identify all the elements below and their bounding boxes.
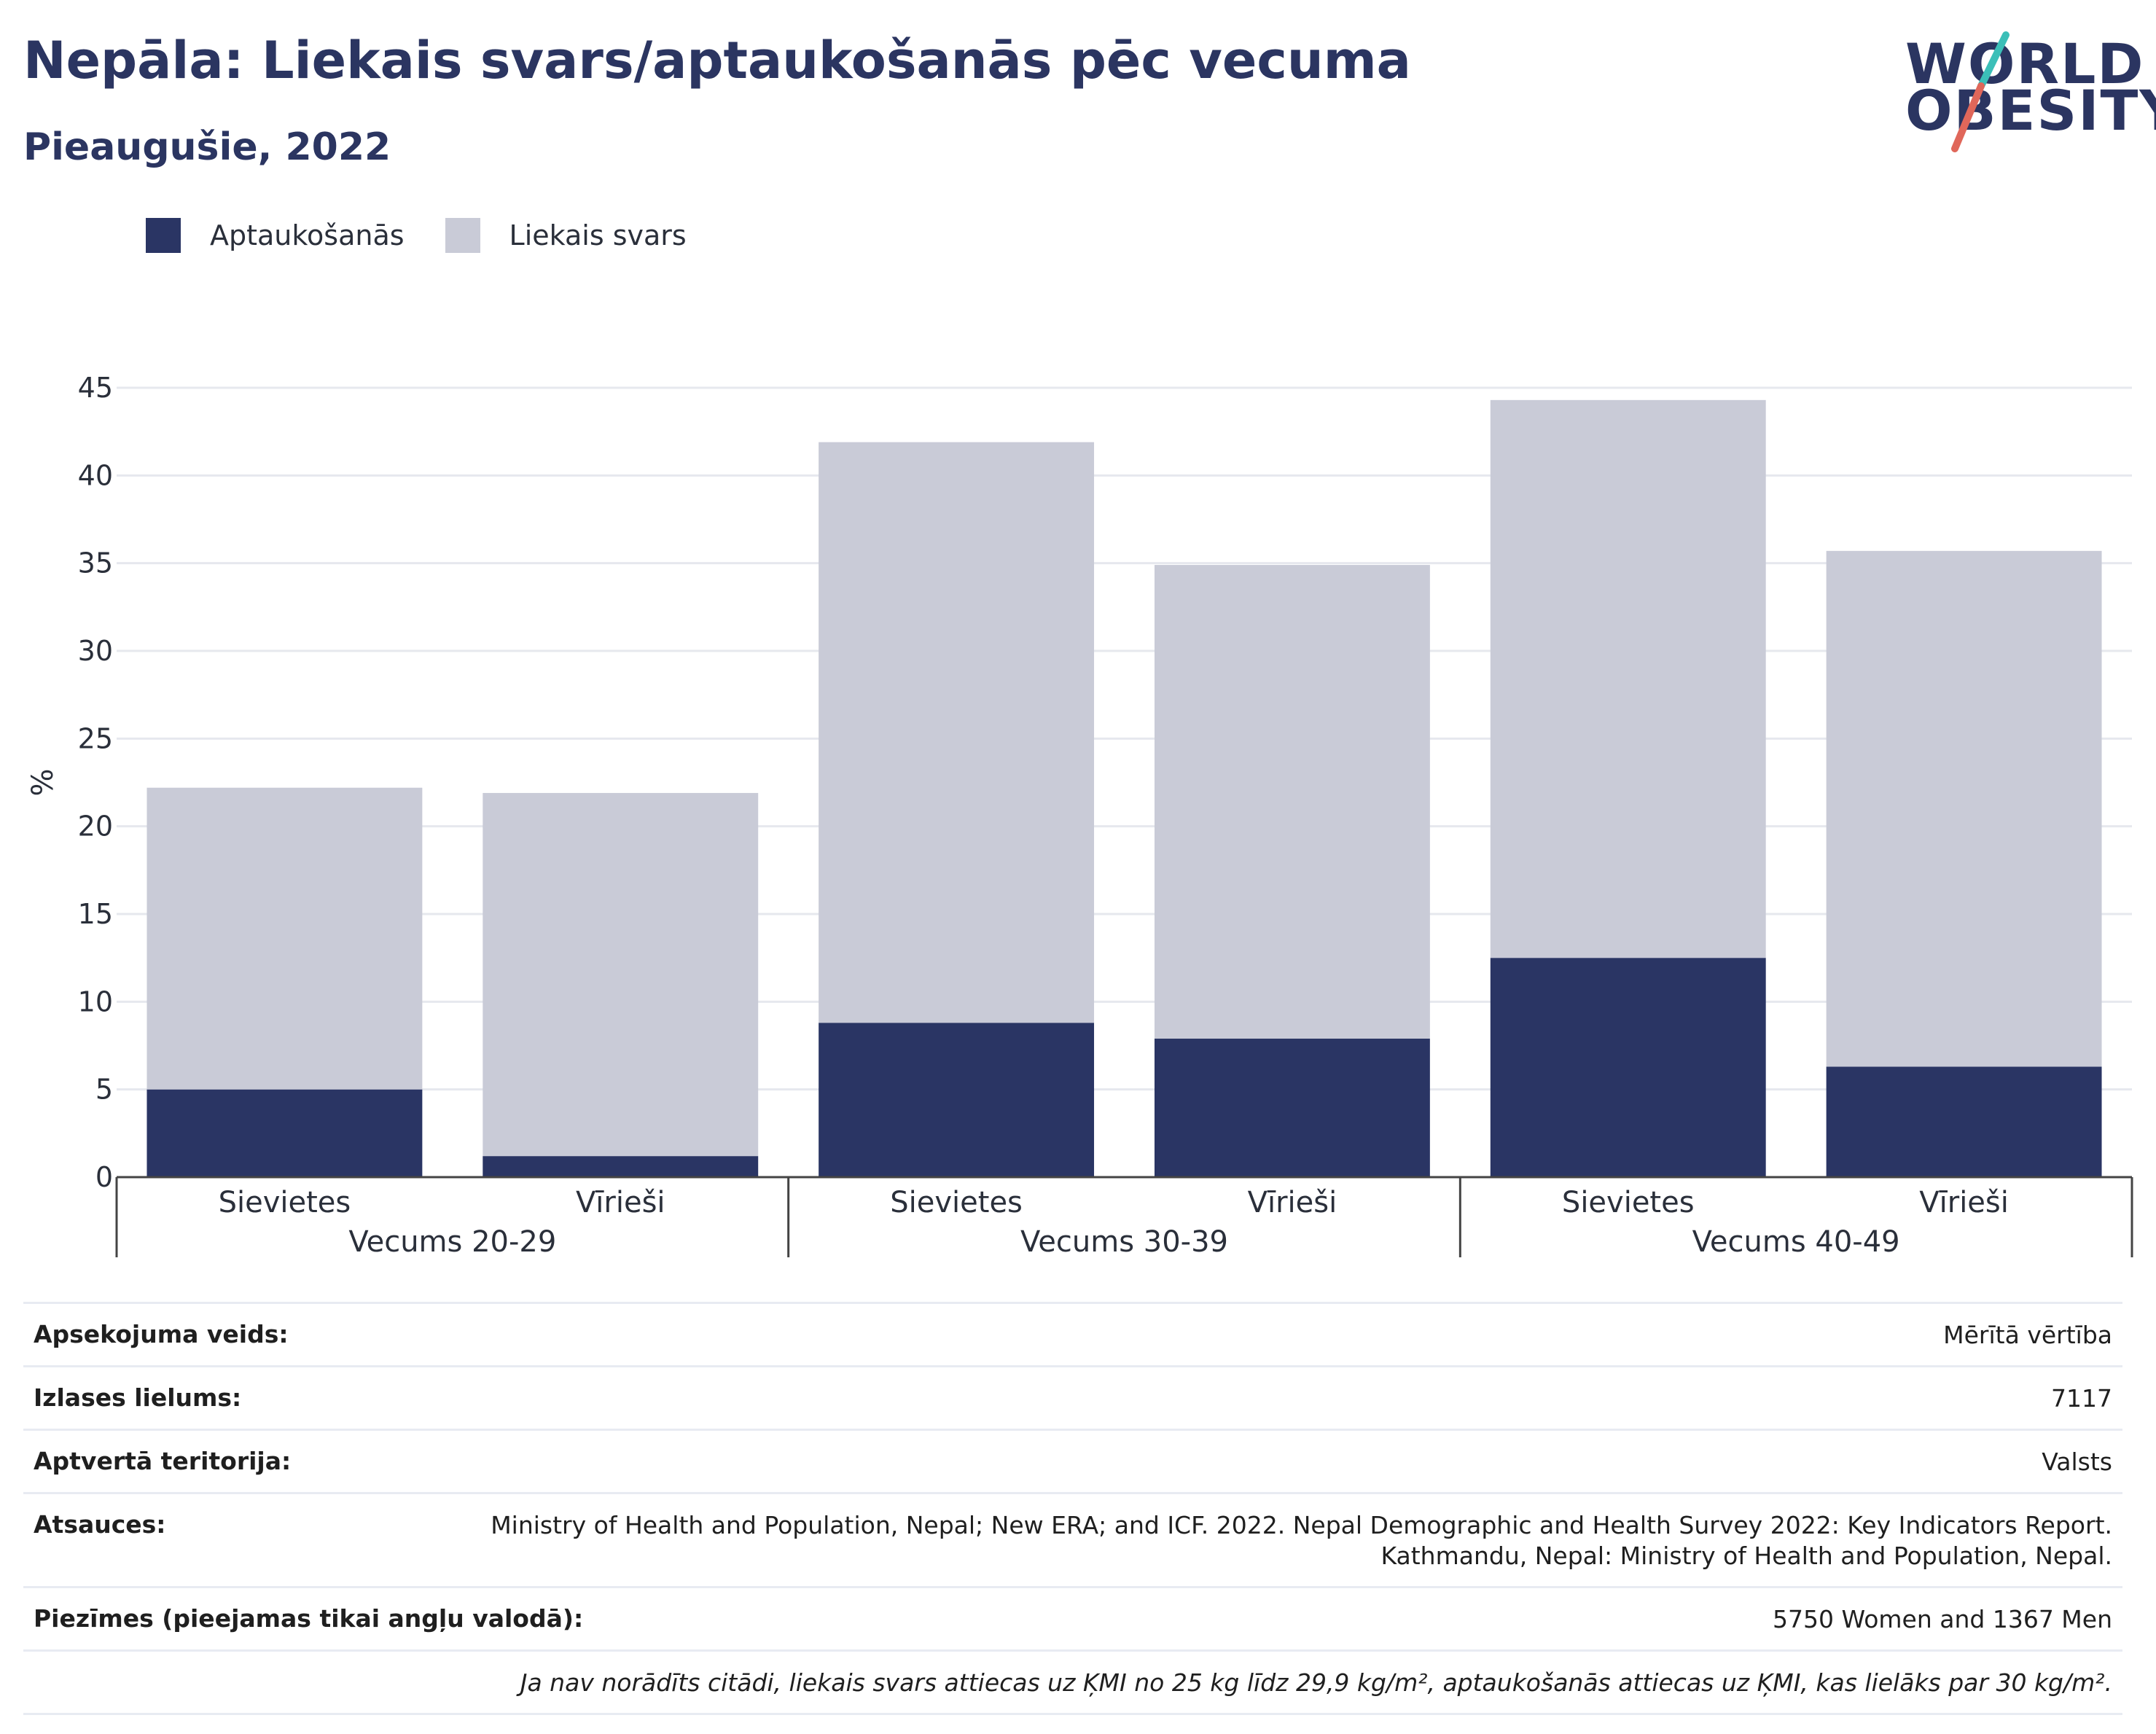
info-value: Mērītā vērtība — [1943, 1321, 2112, 1349]
info-key: Atsauces: — [34, 1510, 166, 1539]
y-tick-label: 20 — [78, 811, 113, 843]
y-tick-label: 5 — [95, 1074, 113, 1106]
y-tick-label: 30 — [78, 635, 113, 667]
reference-line-2: Kathmandu, Nepal: Ministry of Health and… — [1380, 1542, 2112, 1570]
x-category-label: Sievietes — [1562, 1186, 1695, 1219]
info-row-sample-size: Izlases lielums: 7117 — [23, 1365, 2122, 1429]
info-key: Piezīmes (pieejamas tikai angļu valodā): — [34, 1604, 584, 1633]
info-value: 5750 Women and 1367 Men — [1773, 1605, 2112, 1633]
world-obesity-logo: WORLD OBESITY — [1902, 31, 2156, 155]
info-row-references: Atsauces: Ministry of Health and Populat… — [23, 1492, 2122, 1586]
bar-segment — [483, 792, 759, 1157]
info-table: Apsekojuma veids: Mērītā vērtība Izlases… — [23, 1302, 2122, 1715]
info-row-coverage: Aptvertā teritorija: Valsts — [23, 1429, 2122, 1492]
footnote-text: Ja nav norādīts citādi, liekais svars at… — [520, 1668, 2112, 1697]
chart-legend: Aptaukošanās Liekais svars — [146, 216, 727, 255]
legend-label-obesity: Aptaukošanās — [210, 219, 405, 251]
info-value: Valsts — [2042, 1448, 2112, 1476]
x-category-label: Vīrieši — [1248, 1186, 1337, 1219]
info-value: 7117 — [2051, 1384, 2112, 1413]
y-tick-label: 15 — [78, 898, 113, 930]
info-key: Izlases lielums: — [34, 1383, 242, 1412]
y-tick-label: 0 — [95, 1161, 113, 1193]
y-tick-label: 10 — [78, 985, 113, 1018]
bar-segment — [1826, 1066, 2102, 1177]
x-group-label: Vecums 40-49 — [1692, 1225, 1900, 1259]
legend-swatch-overweight — [445, 218, 480, 253]
bar-segment — [1826, 550, 2102, 1067]
bar-segment — [147, 1089, 423, 1177]
y-axis-label: % — [26, 768, 60, 796]
legend-item-overweight[interactable]: Liekais svars — [445, 218, 687, 253]
bar-segment — [819, 442, 1095, 1023]
info-row-notes: Piezīmes (pieejamas tikai angļu valodā):… — [23, 1586, 2122, 1649]
legend-item-obesity[interactable]: Aptaukošanās — [146, 218, 405, 253]
info-value: Ministry of Health and Population, Nepal… — [491, 1510, 2112, 1571]
logo-line-2: OBESITY — [1905, 78, 2156, 143]
info-row-survey-type: Apsekojuma veids: Mērītā vērtība — [23, 1302, 2122, 1365]
bar-segment — [819, 1023, 1095, 1177]
info-row-footnote: Ja nav norādīts citādi, liekais svars at… — [23, 1649, 2122, 1715]
chart-subtitle: Pieaugušie, 2022 — [23, 125, 391, 169]
y-tick-label: 40 — [78, 459, 113, 491]
y-tick-label: 35 — [78, 547, 113, 579]
y-tick-label: 45 — [78, 372, 113, 404]
x-category-label: Sievietes — [890, 1186, 1023, 1219]
bar-chart: 0 5 10 15 20 25 30 35 40 45% Sievietes Vīrieši Sievi… — [26, 372, 2133, 1259]
bar-segment — [1490, 399, 1766, 958]
x-category-label: Vīrieši — [576, 1186, 665, 1219]
bar-segment — [147, 787, 423, 1090]
chart-title: Nepāla: Liekais svars/aptaukošanās pēc v… — [23, 31, 1411, 90]
logo-line-1: WORLD — [1905, 31, 2145, 96]
bar-segment — [1154, 565, 1430, 1039]
logo-slash-icon — [1951, 31, 2009, 152]
x-category-label: Sievietes — [219, 1186, 351, 1219]
info-key: Aptvertā teritorija: — [34, 1447, 292, 1475]
bar-segment — [483, 1156, 759, 1177]
legend-label-overweight: Liekais svars — [509, 219, 687, 251]
info-key: Apsekojuma veids: — [34, 1320, 289, 1348]
x-group-label: Vecums 30-39 — [1020, 1225, 1228, 1259]
x-category-label: Vīrieši — [1919, 1186, 2009, 1219]
x-group-label: Vecums 20-29 — [348, 1225, 556, 1259]
reference-line-1: Ministry of Health and Population, Nepal… — [491, 1511, 2112, 1539]
legend-swatch-obesity — [146, 218, 181, 253]
bar-segment — [1154, 1038, 1430, 1177]
bar-segment — [1490, 958, 1766, 1177]
y-tick-label: 25 — [78, 722, 113, 754]
